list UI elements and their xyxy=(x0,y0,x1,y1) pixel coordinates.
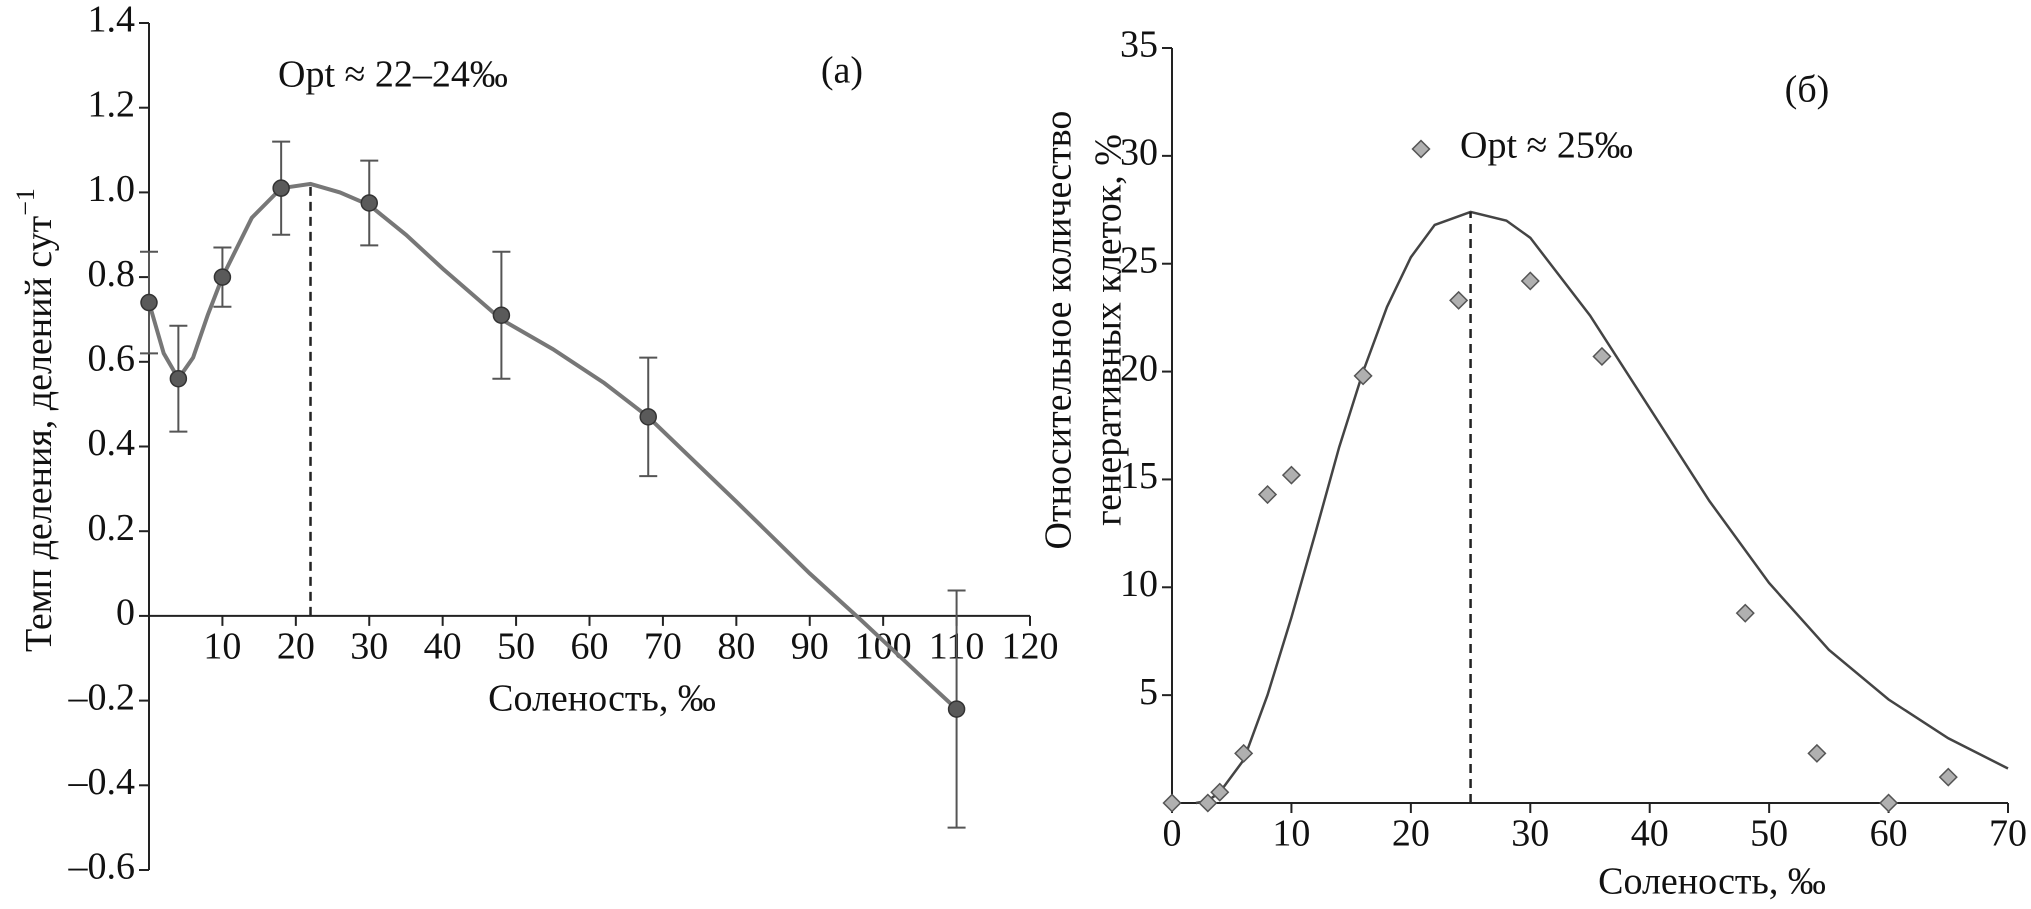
y-tick-label: 0 xyxy=(116,592,135,634)
x-axis-label: Соленость, ‰ xyxy=(488,678,716,720)
x-tick-label: 60 xyxy=(571,626,609,668)
data-point xyxy=(360,194,378,212)
x-tick-label: 10 xyxy=(1272,813,1310,855)
x-tick-label: 90 xyxy=(791,626,829,668)
fit-curve xyxy=(147,181,958,711)
y-axis-label: Темп деления, делений сут−1 xyxy=(11,188,60,652)
data-point xyxy=(1938,767,1958,787)
y-tick-label: 0.4 xyxy=(88,422,136,464)
x-tick-label: 20 xyxy=(1392,813,1430,855)
legend-label: Opt ≈ 25‰ xyxy=(1460,125,1633,167)
y-tick-label: 0.2 xyxy=(88,507,136,549)
data-point xyxy=(272,179,290,197)
x-tick-label: 70 xyxy=(1989,813,2027,855)
data-point xyxy=(1735,603,1755,623)
x-tick-label: 50 xyxy=(1750,813,1788,855)
y-axis-label: Относительное количество xyxy=(1038,111,1080,550)
data-point xyxy=(1353,366,1373,386)
x-tick-label: 30 xyxy=(350,626,388,668)
x-tick-label: 20 xyxy=(277,626,315,668)
y-tick-label: –0.2 xyxy=(68,676,136,718)
y-tick-label: 30 xyxy=(1120,132,1158,174)
x-tick-label: 40 xyxy=(424,626,462,668)
legend-marker xyxy=(1411,139,1431,159)
y-tick-label: 0.8 xyxy=(88,253,136,295)
x-tick-label: 40 xyxy=(1631,813,1669,855)
y-tick-label: 1.2 xyxy=(88,83,136,125)
y-tick-label: 20 xyxy=(1120,347,1158,389)
data-point xyxy=(639,408,657,426)
x-tick-label: 70 xyxy=(644,626,682,668)
panel-label: (б) xyxy=(1785,69,1830,111)
data-point xyxy=(140,293,158,312)
x-tick-label: 0 xyxy=(1163,813,1182,855)
data-point xyxy=(1807,743,1827,763)
y-tick-label: 25 xyxy=(1120,239,1158,281)
data-point xyxy=(1879,793,1899,813)
annotation: Opt ≈ 22–24‰ xyxy=(278,54,508,96)
data-point xyxy=(1198,793,1218,813)
x-tick-label: 80 xyxy=(717,626,755,668)
data-point xyxy=(169,369,188,388)
x-tick-label: 120 xyxy=(1002,626,1059,668)
y-axis-label: генеративных клеток, % xyxy=(1088,134,1130,526)
x-tick-label: 10 xyxy=(203,626,241,668)
y-axis-label-main: Темп деления, делений сут xyxy=(18,215,60,652)
y-tick-label: –0.6 xyxy=(68,846,136,888)
data-point xyxy=(1162,793,1182,813)
data-point xyxy=(1449,290,1469,310)
panel-label: (a) xyxy=(821,50,863,92)
data-point xyxy=(1257,484,1278,505)
data-point xyxy=(492,306,511,324)
data-point xyxy=(1281,465,1301,485)
x-axis-label: Соленость, ‰ xyxy=(1598,861,1826,903)
fit-curve xyxy=(1195,210,2009,805)
y-tick-label: 1.0 xyxy=(88,168,136,210)
data-point xyxy=(1210,782,1230,802)
x-tick-label: 60 xyxy=(1870,813,1908,855)
y-tick-label: 15 xyxy=(1120,455,1158,497)
y-tick-label: –0.4 xyxy=(68,761,136,803)
y-tick-label: 10 xyxy=(1120,563,1158,605)
y-axis-label-sup: −1 xyxy=(11,188,40,216)
y-tick-label: 5 xyxy=(1139,671,1158,713)
y-tick-label: 35 xyxy=(1120,24,1158,66)
y-tick-label: 0.6 xyxy=(88,338,136,380)
data-point xyxy=(1592,346,1612,367)
y-tick-label: 1.4 xyxy=(88,0,136,41)
x-tick-label: 30 xyxy=(1511,813,1549,855)
data-point xyxy=(1520,271,1540,291)
data-point xyxy=(1234,743,1254,763)
data-point xyxy=(947,700,966,718)
data-point xyxy=(213,268,232,286)
x-tick-label: 50 xyxy=(497,626,535,668)
